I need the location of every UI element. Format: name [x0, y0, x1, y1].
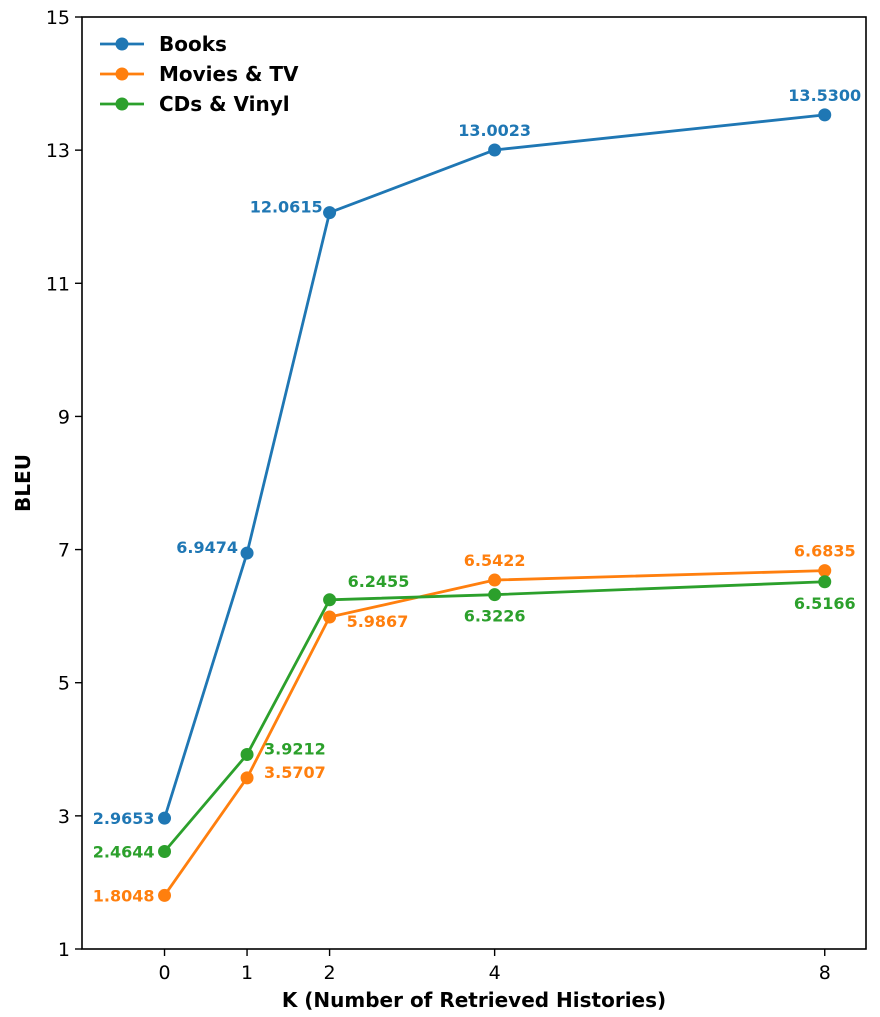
legend-label: Movies & TV [159, 62, 299, 86]
x-axis-title: K (Number of Retrieved Histories) [282, 988, 666, 1012]
data-point [240, 546, 254, 560]
legend-item: Movies & TV [100, 62, 299, 86]
data-label: 6.6835 [794, 542, 856, 561]
y-tick-label: 9 [58, 406, 70, 428]
legend-swatch-marker [115, 97, 129, 111]
legend-swatch-marker [115, 37, 129, 51]
legend: Books Movies & TV CDs & Vinyl [100, 32, 299, 116]
data-label: 1.8048 [93, 886, 155, 905]
y-tick-label: 15 [46, 7, 70, 29]
plot-area [81, 16, 867, 950]
series-books: 2.9653 6.9474 12.0615 13.0023 13.5300 [93, 86, 861, 828]
x-tick-label: 1 [241, 962, 253, 984]
data-label: 2.4644 [93, 843, 155, 862]
data-point [323, 206, 337, 220]
legend-label: CDs & Vinyl [159, 92, 290, 116]
data-label: 6.9474 [176, 538, 238, 557]
data-label: 13.5300 [788, 86, 861, 105]
legend-item: Books [100, 32, 227, 56]
data-point [323, 610, 337, 624]
y-tick-label: 3 [58, 806, 70, 828]
series-movies-tv: 1.8048 3.5707 5.9867 6.5422 6.6835 [93, 542, 856, 906]
legend-swatch-marker [115, 67, 129, 81]
data-label: 6.3226 [464, 607, 526, 626]
data-point [323, 593, 337, 607]
data-label: 12.0615 [250, 198, 323, 217]
y-tick-label: 5 [58, 673, 70, 695]
data-label: 5.9867 [347, 612, 409, 631]
data-point [158, 845, 172, 859]
data-label: 6.5166 [794, 594, 856, 613]
data-point [488, 143, 502, 157]
y-tick-label: 7 [58, 540, 70, 562]
data-point [158, 811, 172, 825]
legend-label: Books [159, 32, 227, 56]
data-label: 2.9653 [93, 809, 155, 828]
data-label: 6.5422 [464, 551, 526, 570]
data-point [818, 108, 832, 122]
data-label: 6.2455 [348, 572, 410, 591]
y-tick-label: 11 [46, 273, 70, 295]
data-point [240, 771, 254, 785]
y-tick-label: 13 [46, 140, 70, 162]
x-tick-label: 4 [489, 962, 501, 984]
data-label: 13.0023 [458, 121, 531, 140]
data-point [818, 575, 832, 589]
x-tick-label: 2 [324, 962, 336, 984]
y-axis-title: BLEU [11, 454, 35, 512]
series-line [163, 113, 825, 819]
plot-frame [81, 16, 867, 950]
legend-item: CDs & Vinyl [100, 92, 290, 116]
y-tick-label: 1 [58, 939, 70, 961]
series-layer: 2.9653 6.9474 12.0615 13.0023 13.5300 1.8048 3… [93, 86, 861, 906]
data-label: 3.9212 [264, 740, 326, 759]
data-point [818, 564, 832, 578]
x-tick-label: 8 [819, 962, 831, 984]
data-point [488, 573, 502, 587]
x-axis: 0 1 2 4 8 [158, 949, 831, 984]
data-point [488, 588, 502, 602]
series-cds-vinyl: 2.4644 3.9212 6.2455 6.3226 6.5166 [93, 572, 856, 862]
data-point [158, 888, 172, 902]
data-point [240, 748, 254, 762]
data-label: 3.5707 [264, 763, 326, 782]
x-tick-label: 0 [158, 962, 170, 984]
